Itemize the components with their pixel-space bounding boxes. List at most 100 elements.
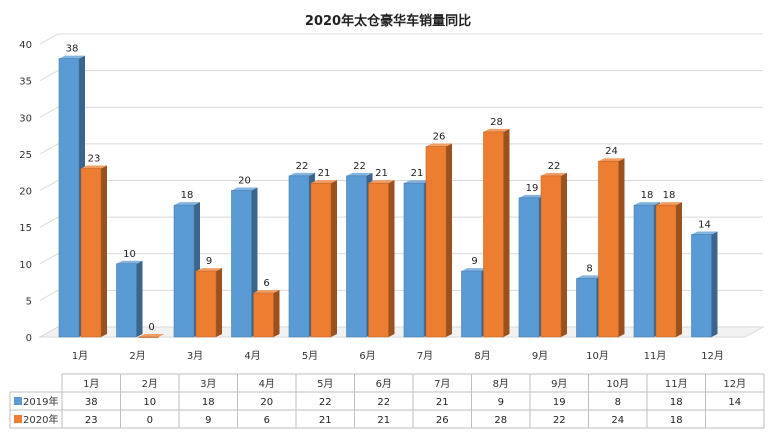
x-tick-label: 12月: [701, 350, 724, 362]
data-label: 24: [605, 146, 618, 157]
data-label: 21: [318, 168, 331, 179]
x-tick-label: 1月: [72, 350, 88, 362]
gridline: [39, 106, 763, 118]
table-value-cell: 23: [85, 415, 98, 426]
legend-label: 2019年: [23, 395, 58, 408]
x-tick-label: 5月: [302, 350, 318, 362]
table-value-cell: 9: [205, 415, 211, 426]
table-value-cell: 21: [319, 415, 332, 426]
y-tick-label: 25: [19, 150, 32, 161]
bar-2020-4月: [253, 290, 280, 338]
table-value-cell: 19: [553, 397, 566, 408]
table-header-cell: 11月: [665, 378, 688, 390]
table-header-cell: 2月: [142, 378, 158, 390]
chart-title: 2020年太仓豪华车销量同比: [304, 14, 472, 29]
table-header-cell: 8月: [493, 378, 509, 390]
bar-2019-7月: [403, 180, 430, 338]
table-value-cell: 6: [264, 415, 270, 426]
table-value-cell: 20: [260, 397, 273, 408]
table-header-cell: 12月: [723, 378, 746, 390]
y-tick-label: 35: [19, 77, 32, 88]
table-header-cell: 5月: [317, 378, 333, 390]
table-value-cell: 10: [143, 397, 156, 408]
bar-2020-11月: [655, 202, 682, 338]
data-label: 9: [471, 256, 477, 267]
x-tick-label: 4月: [244, 350, 260, 362]
table-value-cell: 18: [670, 415, 683, 426]
data-label: 6: [263, 278, 269, 289]
table-value-cell: 0: [147, 415, 153, 426]
bar-2020-5月: [310, 180, 337, 338]
x-tick-label: 2月: [129, 350, 145, 362]
x-tick-label: 6月: [359, 350, 375, 362]
bar-2019-3月: [173, 202, 200, 338]
data-label: 9: [206, 256, 212, 267]
data-label: 23: [88, 154, 101, 165]
gridline: [39, 70, 763, 82]
table-value-cell: 24: [611, 415, 624, 426]
bar-2019-2月: [116, 260, 143, 338]
table-value-cell: 9: [498, 397, 504, 408]
data-label: 22: [353, 161, 366, 172]
data-label: 38: [66, 44, 79, 55]
table-header-cell: 10月: [606, 378, 629, 390]
legend-label: 2020年: [23, 413, 58, 426]
y-tick-label: 15: [19, 223, 32, 234]
data-label: 18: [663, 190, 676, 201]
bar-2020-3月: [195, 268, 222, 338]
table-value-cell: 28: [494, 415, 507, 426]
bar-2020-9月: [540, 172, 567, 338]
gridline: [39, 180, 763, 191]
table-header-cell: 1月: [83, 378, 99, 390]
gridline: [39, 143, 763, 155]
data-label: 21: [411, 168, 424, 179]
table-value-cell: 8: [615, 397, 621, 408]
table-value-cell: 18: [670, 397, 683, 408]
data-label: 28: [490, 117, 503, 128]
y-tick-label: 10: [19, 260, 32, 271]
x-tick-label: 10月: [586, 350, 609, 362]
data-label: 21: [375, 168, 388, 179]
table-value-cell: 22: [319, 397, 332, 408]
x-tick-label: 8月: [474, 350, 490, 362]
bar-2020-8月: [483, 128, 510, 338]
table-header-cell: 7月: [434, 378, 450, 390]
legend-swatch: [14, 397, 22, 405]
data-label: 8: [586, 263, 592, 274]
data-label: 18: [181, 190, 194, 201]
table-header-cell: 3月: [200, 378, 216, 390]
gridline: [39, 33, 763, 45]
table-header-cell: 6月: [376, 378, 392, 390]
table-value-cell: 38: [85, 397, 98, 408]
table-value-cell: 14: [728, 397, 741, 408]
x-tick-label: 11月: [644, 350, 667, 362]
bar-2020-1月: [80, 165, 107, 338]
table-header-cell: 4月: [259, 378, 275, 390]
data-label: 10: [123, 249, 136, 260]
bar-2020-7月: [425, 143, 452, 338]
bar-2019-12月: [691, 231, 718, 338]
table-value-cell: 22: [377, 397, 390, 408]
data-label: 19: [526, 183, 539, 194]
x-tick-label: 9月: [532, 350, 548, 362]
bar-2020-6月: [368, 180, 395, 338]
table-value-cell: 21: [377, 415, 390, 426]
y-tick-label: 0: [26, 333, 32, 344]
table-value-cell: 21: [436, 397, 449, 408]
data-label: 18: [641, 190, 654, 201]
data-label: 26: [433, 132, 446, 143]
y-tick-label: 20: [19, 187, 32, 198]
table-value-cell: 26: [436, 415, 449, 426]
data-label: 0: [148, 322, 154, 333]
y-tick-label: 40: [19, 40, 32, 51]
bar-2020-2月: [138, 334, 165, 338]
data-label: 22: [296, 161, 309, 172]
table-header-cell: 9月: [551, 378, 567, 390]
table-value-cell: 18: [202, 397, 215, 408]
y-tick-label: 5: [26, 296, 32, 307]
data-label: 20: [238, 176, 251, 187]
bar-2020-10月: [598, 158, 625, 338]
data-label: 14: [698, 219, 711, 230]
